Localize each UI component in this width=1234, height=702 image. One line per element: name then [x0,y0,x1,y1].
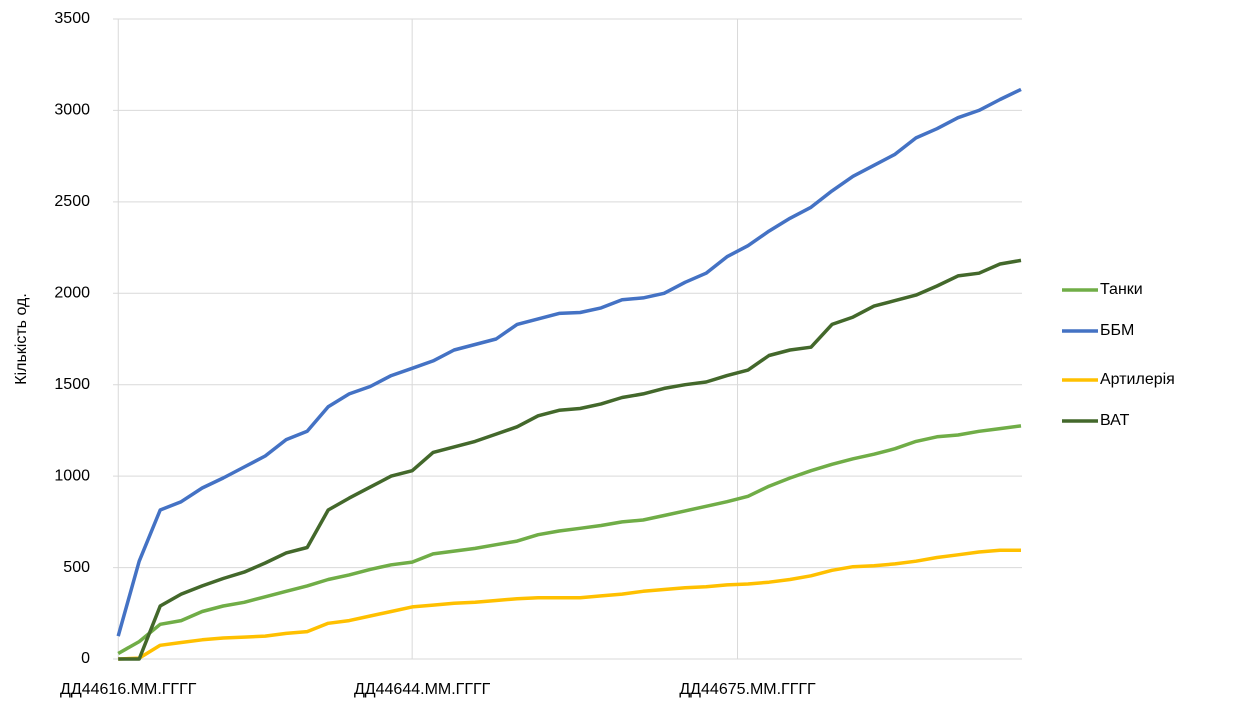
x-tick-label: ДД44675.ММ.ГГГГ [679,681,816,698]
line-series [117,424,1022,656]
y-tick-label: 2500 [54,193,90,210]
x-tick-label: ДД44644.ММ.ГГГГ [354,681,491,698]
line-series [118,258,1022,661]
line-series [118,548,1021,661]
legend-label: Артилерія [1100,371,1175,388]
y-tick-label: 500 [63,559,90,576]
y-tick-label: 0 [81,650,90,667]
y-tick-label: 2000 [54,285,90,302]
legend-label: Танки [1100,281,1143,298]
legend-label: ББМ [1100,322,1134,339]
x-tick-label: ДД44616.ММ.ГГГГ [60,681,197,698]
y-axis-label: Кількість од. [13,293,30,385]
y-tick-label: 1500 [54,376,90,393]
line-series [116,87,1022,637]
y-tick-label: 1000 [54,467,90,484]
legend-label: ВАТ [1100,412,1130,429]
y-tick-label: 3000 [54,102,90,119]
y-tick-label: 3500 [54,10,90,27]
